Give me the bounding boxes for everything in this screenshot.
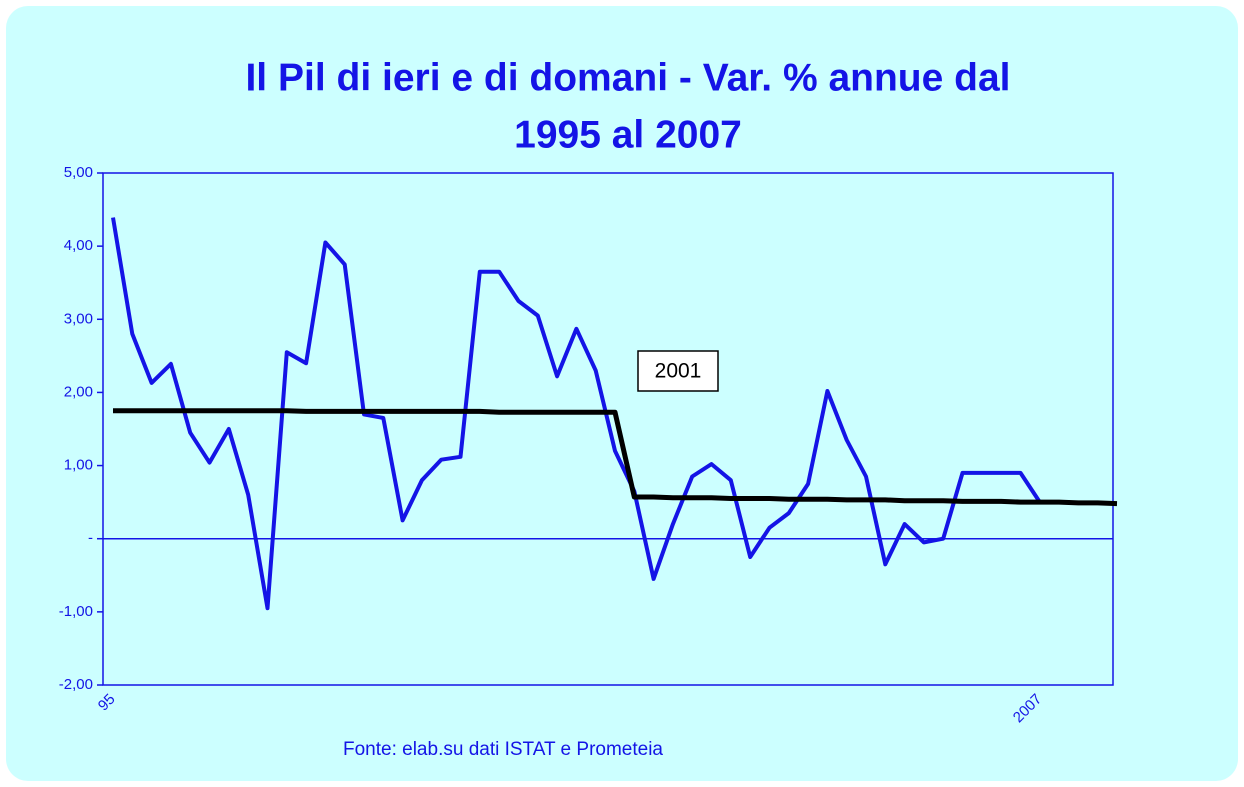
y-tick-label: 1,00 <box>64 457 93 474</box>
chart-title: Il Pil di ieri e di domani - Var. % annu… <box>245 56 1010 99</box>
series-line <box>111 217 1042 611</box>
y-tick-label: 4,00 <box>64 237 93 254</box>
y-tick-label: 2,00 <box>64 383 93 400</box>
annotation-box <box>637 350 719 392</box>
y-tick-label: 5,00 <box>64 164 93 181</box>
source-note: Fonte: elab.su dati ISTAT e Prometeia <box>343 739 663 760</box>
series-line <box>113 408 1118 507</box>
y-tick-label: -2,00 <box>59 676 93 693</box>
y-tick-label: 3,00 <box>64 310 93 327</box>
chart-title: 1995 al 2007 <box>514 113 742 156</box>
annotation: 2001 <box>655 360 702 383</box>
y-tick-label: - <box>88 530 93 547</box>
y-tick-label: -1,00 <box>59 603 93 620</box>
